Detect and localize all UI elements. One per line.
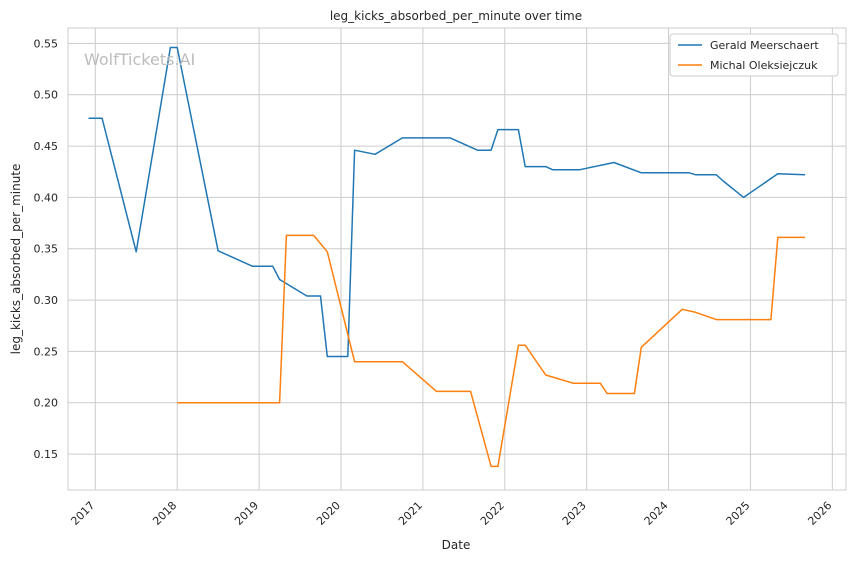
legend-box xyxy=(669,33,839,77)
x-axis: 2017 2018 2019 2020 2021 2022 2023 2024 2025 2026 xyxy=(68,499,834,528)
y-tick-label: 0.35 xyxy=(34,243,59,256)
x-tick-label: 2023 xyxy=(560,499,589,528)
x-tick-label: 2024 xyxy=(642,499,671,528)
y-tick-label: 0.40 xyxy=(34,191,59,204)
y-tick-label: 0.55 xyxy=(34,37,59,50)
x-tick-label: 2017 xyxy=(68,499,97,528)
watermark: WolfTickets.AI xyxy=(84,50,195,69)
y-tick-label: 0.25 xyxy=(34,345,59,358)
legend-label-gerald: Gerald Meerschaert xyxy=(710,39,819,52)
y-tick-label: 0.45 xyxy=(34,140,59,153)
x-axis-label: Date xyxy=(442,538,471,552)
x-tick-label: 2020 xyxy=(314,499,343,528)
legend-label-michal: Michal Oleksiejczuk xyxy=(710,59,818,72)
chart-title: leg_kicks_absorbed_per_minute over time xyxy=(330,9,582,23)
y-tick-label: 0.15 xyxy=(34,448,59,461)
x-tick-label: 2025 xyxy=(724,499,753,528)
legend: Gerald Meerschaert Michal Oleksiejczuk xyxy=(669,33,839,77)
plot-background xyxy=(67,27,847,491)
series-line-0 xyxy=(88,46,806,358)
y-axis-label: leg_kicks_absorbed_per_minute xyxy=(9,164,23,355)
x-tick-label: 2022 xyxy=(478,499,507,528)
y-axis: 0.15 0.20 0.25 0.30 0.35 0.40 0.45 0.50 0.55 xyxy=(34,37,59,461)
x-tick-label: 2018 xyxy=(150,499,179,528)
y-tick-label: 0.30 xyxy=(34,294,59,307)
x-tick-label: 2021 xyxy=(396,499,425,528)
x-tick-label: 2026 xyxy=(805,499,834,528)
y-tick-label: 0.50 xyxy=(34,89,59,102)
x-tick-label: 2019 xyxy=(232,499,261,528)
series-line-1 xyxy=(177,234,806,468)
y-tick-label: 0.20 xyxy=(34,397,59,410)
series-lines xyxy=(88,46,806,468)
